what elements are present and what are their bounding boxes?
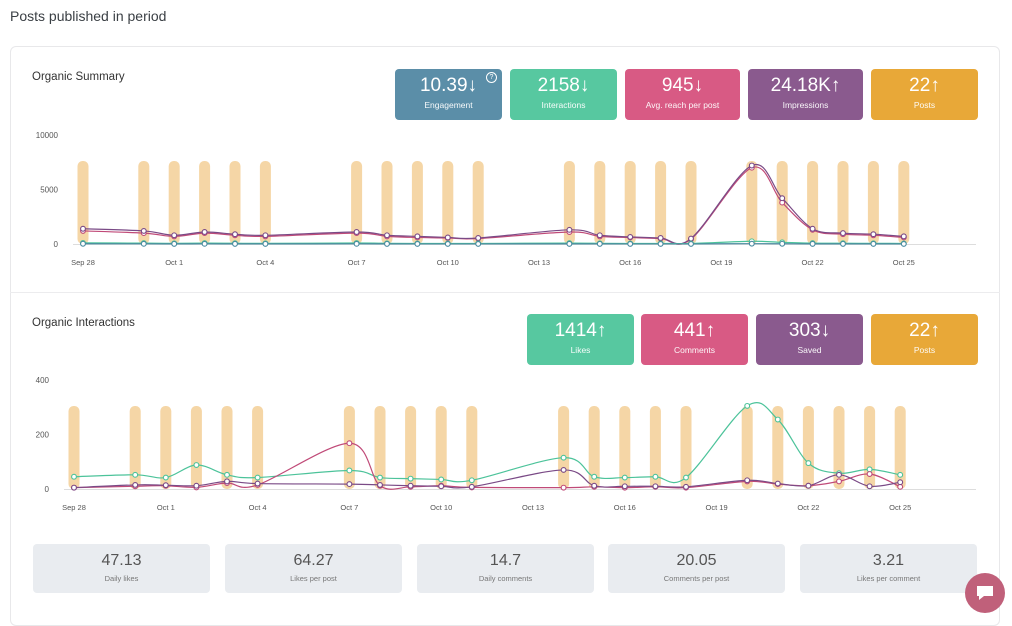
post-bar	[466, 406, 477, 489]
post-bar	[558, 406, 569, 489]
data-point	[684, 484, 689, 489]
data-point	[72, 485, 77, 490]
data-point	[898, 472, 903, 477]
organic-interactions-chart[interactable]: 0 200 400 Sep 28 Oct 1 Oct 4 Oct 7 Oct 10 Oct 13…	[0, 0, 1012, 540]
y-tick-label: 0	[45, 485, 50, 494]
data-point	[439, 484, 444, 489]
stat-value: 20.05	[608, 552, 785, 570]
stat-likes-per-post: 64.27 Likes per post	[225, 544, 402, 593]
data-point	[653, 484, 658, 489]
data-point	[745, 403, 750, 408]
stat-value: 64.27	[225, 552, 402, 570]
data-point	[561, 455, 566, 460]
stat-value: 14.7	[417, 552, 594, 570]
data-point	[255, 481, 260, 486]
data-point	[408, 483, 413, 488]
x-tick-label: Oct 19	[706, 503, 728, 512]
stat-daily-likes: 47.13 Daily likes	[33, 544, 210, 593]
data-point	[592, 483, 597, 488]
data-point	[378, 475, 383, 480]
data-point	[684, 475, 689, 480]
x-tick-label: Oct 25	[889, 503, 911, 512]
data-point	[408, 476, 413, 481]
x-tick-label: Oct 13	[522, 503, 544, 512]
data-point	[225, 479, 230, 484]
data-point	[133, 472, 138, 477]
data-point	[225, 472, 230, 477]
data-point	[806, 483, 811, 488]
data-point	[867, 484, 872, 489]
data-point	[653, 474, 658, 479]
y-tick-label: 200	[36, 431, 50, 440]
post-bar	[191, 406, 202, 489]
x-tick-label: Oct 22	[797, 503, 819, 512]
data-point	[561, 468, 566, 473]
data-point	[806, 461, 811, 466]
x-tick-label: Oct 10	[430, 503, 452, 512]
data-point	[745, 478, 750, 483]
y-tick-label: 400	[36, 376, 50, 385]
stat-value: 47.13	[33, 552, 210, 570]
post-bar	[803, 406, 814, 489]
data-point	[469, 484, 474, 489]
post-bar	[344, 406, 355, 489]
data-point	[867, 472, 872, 477]
data-point	[867, 467, 872, 472]
data-point	[898, 480, 903, 485]
data-point	[133, 483, 138, 488]
data-point	[898, 484, 903, 489]
stat-daily-comments: 14.7 Daily comments	[417, 544, 594, 593]
x-tick-label: Oct 16	[614, 503, 636, 512]
data-point	[622, 484, 627, 489]
data-point	[775, 481, 780, 486]
data-point	[194, 463, 199, 468]
data-point	[378, 483, 383, 488]
data-point	[255, 475, 260, 480]
x-tick-label: Oct 7	[340, 503, 358, 512]
data-point	[347, 441, 352, 446]
stat-likes-per-comment: 3.21 Likes per comment	[800, 544, 977, 593]
stat-label: Likes per post	[225, 574, 402, 583]
data-point	[837, 479, 842, 484]
data-point	[837, 472, 842, 477]
x-tick-label: Sep 28	[62, 503, 86, 512]
data-point	[561, 485, 566, 490]
stat-label: Daily comments	[417, 574, 594, 583]
stat-comments-per-post: 20.05 Comments per post	[608, 544, 785, 593]
chat-button[interactable]	[965, 573, 1005, 613]
x-tick-label: Oct 1	[157, 503, 175, 512]
data-point	[592, 474, 597, 479]
stat-label: Likes per comment	[800, 574, 977, 583]
x-tick-label: Oct 4	[249, 503, 267, 512]
data-point	[163, 475, 168, 480]
data-point	[194, 483, 199, 488]
stat-value: 3.21	[800, 552, 977, 570]
data-point	[163, 483, 168, 488]
data-point	[622, 475, 627, 480]
post-bar	[742, 406, 753, 489]
stat-label: Daily likes	[33, 574, 210, 583]
data-point	[72, 474, 77, 479]
data-point	[439, 477, 444, 482]
data-point	[775, 417, 780, 422]
stat-label: Comments per post	[608, 574, 785, 583]
data-point	[469, 478, 474, 483]
data-point	[347, 482, 352, 487]
data-point	[347, 468, 352, 473]
chat-bubble-icon	[975, 584, 995, 602]
